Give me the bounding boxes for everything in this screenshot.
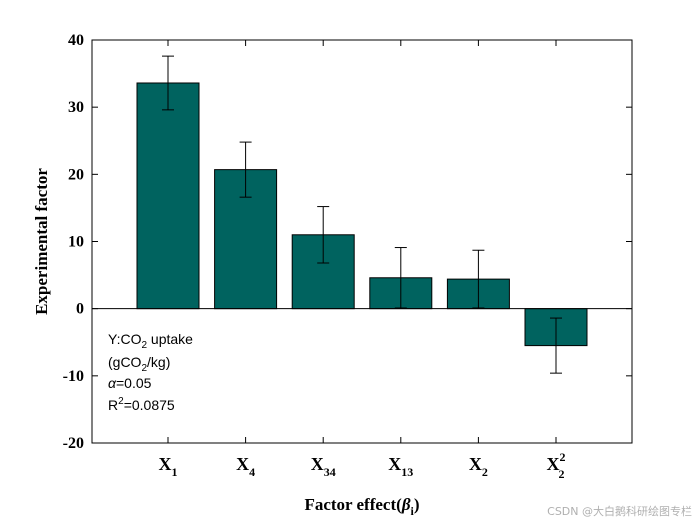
x-axis-title-text: Factor effect( bbox=[304, 495, 402, 514]
y-tick-label: 40 bbox=[68, 32, 84, 49]
x-tick-label: X2 bbox=[469, 454, 488, 479]
x-tick-label: X4 bbox=[236, 454, 255, 479]
x-axis-title-text: ) bbox=[414, 495, 420, 514]
x-tick-base: X bbox=[547, 454, 560, 474]
annotation-text: uptake bbox=[147, 331, 193, 347]
x-tick-subscript: 1 bbox=[172, 465, 178, 479]
alpha-symbol: α bbox=[108, 375, 117, 391]
watermark: CSDN @大白鹅科研绘图专栏 bbox=[547, 505, 692, 518]
x-tick-subscript: 34 bbox=[324, 465, 336, 479]
x-tick-subscript: 13 bbox=[401, 465, 413, 479]
bar bbox=[136, 82, 200, 310]
y-axis-ticks: -20 -10 0 10 20 30 40 bbox=[63, 32, 632, 452]
annotation-line: Y:CO2 uptake bbox=[108, 331, 193, 351]
x-tick-label: X13 bbox=[388, 454, 413, 479]
error-bars-group bbox=[162, 55, 562, 374]
y-tick-label: 0 bbox=[76, 301, 84, 318]
x-axis-ticks: X1 X4 X34 X13 X2 X2 2 bbox=[159, 40, 566, 481]
annotation-line: α=0.05 bbox=[108, 375, 152, 391]
annotation-superscript: 2 bbox=[118, 396, 124, 407]
x-tick-base: X bbox=[469, 454, 482, 474]
x-tick-label: X1 bbox=[159, 454, 178, 479]
y-axis-title: Experimental factor bbox=[32, 168, 51, 315]
annotation-subscript: 2 bbox=[141, 340, 147, 351]
x-tick-base: X bbox=[159, 454, 172, 474]
x-tick-subscript: 2 bbox=[482, 465, 488, 479]
y-tick-label: -20 bbox=[63, 435, 84, 452]
annotation-text: /kg) bbox=[147, 354, 170, 370]
annotation-text: =0.0875 bbox=[124, 397, 175, 413]
annotation-subscript: 2 bbox=[141, 363, 147, 374]
x-tick-superscript: 2 bbox=[560, 450, 566, 464]
y-tick-label: 20 bbox=[68, 166, 84, 183]
x-tick-base: X bbox=[388, 454, 401, 474]
annotation-text: R bbox=[108, 397, 118, 413]
y-tick-label: -10 bbox=[63, 368, 84, 385]
bars-group bbox=[136, 82, 588, 347]
x-tick-base: X bbox=[311, 454, 324, 474]
annotation-text: =0.05 bbox=[116, 375, 152, 391]
x-tick-subscript: 4 bbox=[249, 465, 255, 479]
annotation-line: (gCO2/kg) bbox=[108, 354, 170, 374]
annotation-line: R2=0.0875 bbox=[108, 396, 175, 413]
x-tick-label: X2 2 bbox=[547, 450, 566, 481]
beta-symbol: β bbox=[401, 495, 411, 514]
annotation-text: (gCO bbox=[108, 354, 142, 370]
x-tick-base: X bbox=[236, 454, 249, 474]
y-tick-label: 30 bbox=[68, 99, 84, 116]
x-axis-title: Factor effect(βi) bbox=[304, 495, 419, 518]
x-tick-subscript: 2 bbox=[559, 467, 565, 481]
x-axis-title-subscript: i bbox=[411, 504, 415, 518]
annotation-text: Y:CO bbox=[108, 331, 142, 347]
x-tick-label: X34 bbox=[311, 454, 336, 479]
y-tick-label: 10 bbox=[68, 234, 84, 251]
